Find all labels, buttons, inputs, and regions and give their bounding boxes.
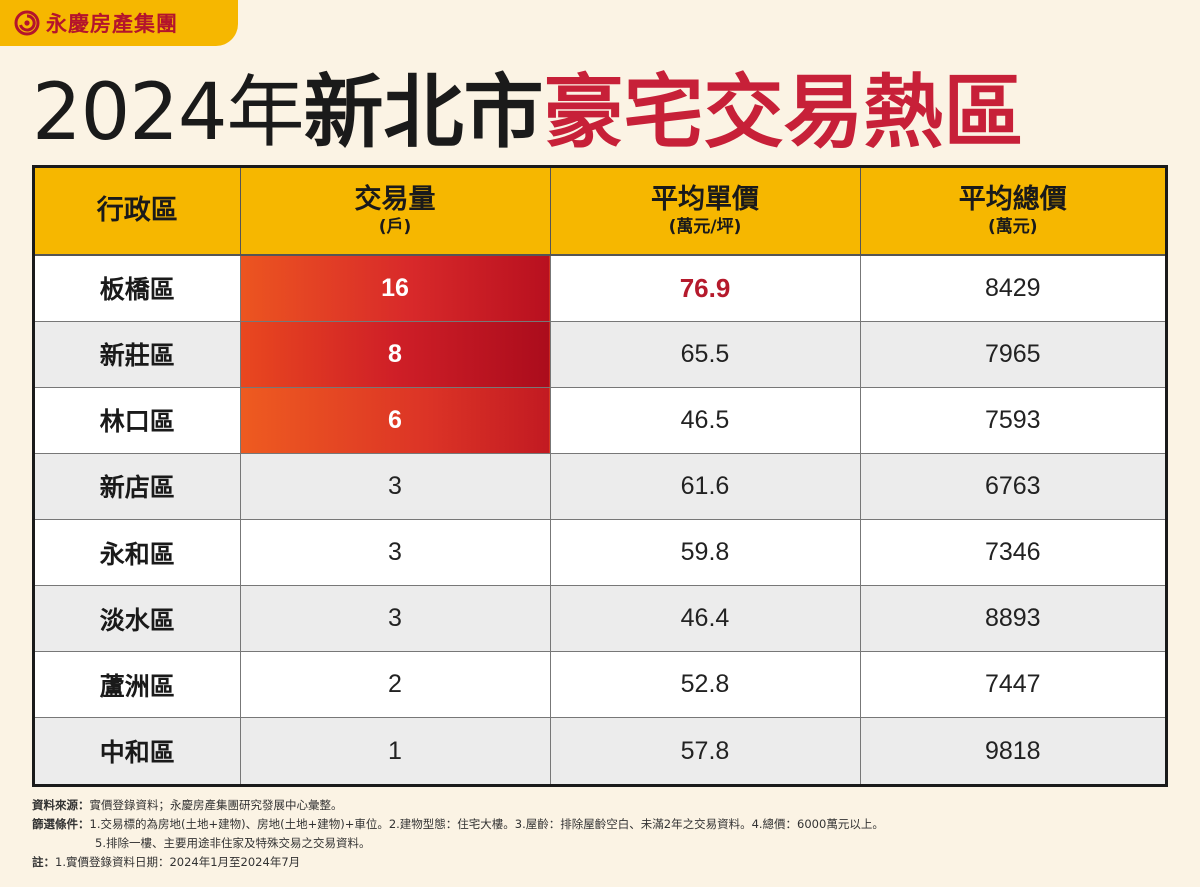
cell-unit-price: 57.8 [550,717,861,784]
cell-district: 新莊區 [35,321,241,388]
cell-volume: 6 [240,387,551,454]
swirl-logo-icon [14,10,40,36]
cell-total-price: 8429 [860,255,1165,322]
cell-total-price: 8893 [860,585,1165,653]
cell-volume: 8 [240,321,551,388]
cell-unit-price: 46.5 [550,387,861,454]
cell-unit-price: 52.8 [550,651,861,719]
cell-unit-price: 65.5 [550,321,861,388]
cell-district: 淡水區 [35,585,241,653]
table-row: 新莊區 8 65.5 7965 [35,321,1165,388]
header-unit-price: 平均單價 (萬元/坪) [550,168,861,256]
cell-district: 中和區 [35,717,241,784]
table-row: 林口區 6 46.5 7593 [35,387,1165,454]
filter-note-continued: 5.排除一樓、主要用途非住家及特殊交易之交易資料。 [32,834,1168,853]
filter-text: 1.交易標的為房地(土地+建物)、房地(土地+建物)+車位。2.建物型態：住宅大… [89,817,884,831]
table-row: 新店區 3 61.6 6763 [35,453,1165,521]
cell-district: 永和區 [35,519,241,587]
title-year: 2024年 [32,68,305,158]
filter-label: 篩選條件： [32,817,90,831]
page-title: 2024年 新北市 豪宅交易熱區 [32,58,1024,159]
cell-unit-price: 46.4 [550,585,861,653]
note-text: 1.實價登錄資料日期：2024年1月至2024年7月 [55,855,301,869]
cell-total-price: 7593 [860,387,1165,454]
header-label: 交易量 [354,184,436,215]
header-volume: 交易量 (戶) [240,168,551,256]
header-label: 平均總價 [958,184,1067,215]
cell-volume: 3 [240,519,551,587]
cell-total-price: 6763 [860,453,1165,521]
cell-volume: 3 [240,585,551,653]
table-row: 板橋區 16 76.9 8429 [35,255,1165,322]
cell-district: 蘆洲區 [35,651,241,719]
table-row: 永和區 3 59.8 7346 [35,519,1165,587]
source-note: 資料來源： 實價登錄資料；永慶房產集團研究發展中心彙整。 [32,796,1168,815]
cell-district: 板橋區 [35,255,241,322]
header-unit: (萬元/坪) [668,217,742,237]
note-label: 註： [32,855,55,869]
header-label: 行政區 [96,195,178,226]
header-unit: (萬元) [987,217,1038,237]
table-row: 蘆洲區 2 52.8 7447 [35,651,1165,719]
table-header-row: 行政區 交易量 (戶) 平均單價 (萬元/坪) 平均總價 (萬元) [35,168,1165,256]
cell-unit-price: 61.6 [550,453,861,521]
brand-name: 永慶房產集團 [46,12,178,36]
cell-volume: 1 [240,717,551,784]
table-row: 中和區 1 57.8 9818 [35,717,1165,784]
table-row: 淡水區 3 46.4 8893 [35,585,1165,653]
cell-district: 新店區 [35,453,241,521]
footnotes: 資料來源： 實價登錄資料；永慶房產集團研究發展中心彙整。 篩選條件： 1.交易標… [32,796,1168,872]
header-unit: (戶) [378,217,412,237]
cell-total-price: 7965 [860,321,1165,388]
source-text: 實價登錄資料；永慶房產集團研究發展中心彙整。 [89,798,343,812]
cell-unit-price: 76.9 [550,255,861,322]
cell-total-price: 7346 [860,519,1165,587]
title-region: 新北市 [303,66,544,159]
cell-total-price: 7447 [860,651,1165,719]
cell-total-price: 9818 [860,717,1165,784]
filter-note: 篩選條件： 1.交易標的為房地(土地+建物)、房地(土地+建物)+車位。2.建物… [32,815,1168,834]
data-table: 行政區 交易量 (戶) 平均單價 (萬元/坪) 平均總價 (萬元) 板橋區 [32,165,1168,787]
cell-volume: 16 [240,255,551,322]
header-label: 平均單價 [651,184,759,215]
filter-text-2: 5.排除一樓、主要用途非住家及特殊交易之交易資料。 [95,836,371,850]
title-topic: 豪宅交易熱區 [543,66,1024,159]
date-note: 註： 1.實價登錄資料日期：2024年1月至2024年7月 [32,853,1168,872]
cell-volume: 3 [240,453,551,521]
cell-volume: 2 [240,651,551,719]
header-total-price: 平均總價 (萬元) [860,168,1165,256]
cell-district: 林口區 [35,387,241,454]
header-district: 行政區 [35,168,241,256]
source-label: 資料來源： [32,798,90,812]
cell-unit-price: 59.8 [550,519,861,587]
brand-tab: 永慶房產集團 [0,0,238,46]
